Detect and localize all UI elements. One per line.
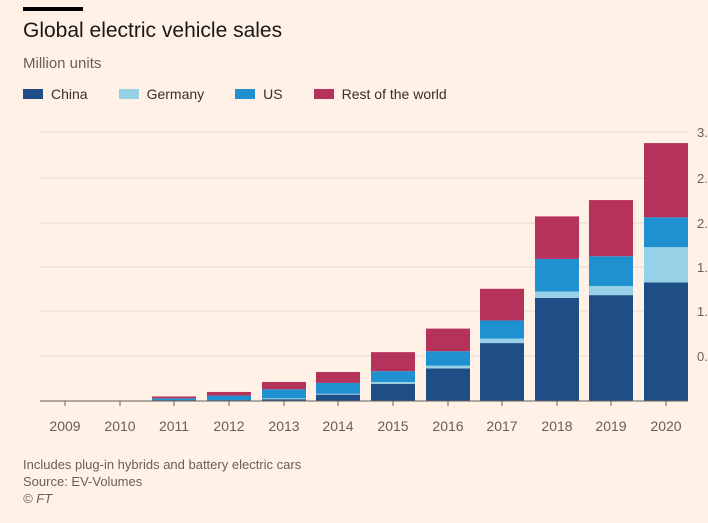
bar-segment-us-2013 — [262, 389, 306, 399]
y-tick-label: 2. — [697, 171, 708, 186]
legend-label-germany: Germany — [146, 86, 205, 102]
legend-swatch-china — [23, 89, 43, 99]
bar-segment-rest-of-the-world-2016 — [426, 328, 470, 352]
x-tick-label: 2009 — [49, 418, 80, 434]
bar-segment-germany-2017 — [480, 338, 524, 344]
bar-segment-us-2017 — [480, 320, 524, 339]
bar-segment-rest-of-the-world-2018 — [535, 216, 579, 259]
x-tick-label: 2016 — [432, 418, 463, 434]
bar-segment-china-2020 — [644, 282, 688, 401]
bar-segment-germany-2016 — [426, 365, 470, 369]
x-tick-label: 2019 — [595, 418, 626, 434]
x-tick-label: 2012 — [213, 418, 244, 434]
bar-segment-us-2016 — [426, 351, 470, 366]
bar-segment-china-2014 — [316, 394, 360, 401]
x-tick-label: 2018 — [541, 418, 572, 434]
x-tick-label: 2011 — [159, 418, 189, 434]
y-tick-label: 3. — [697, 125, 708, 140]
chart-footer: Includes plug-in hybrids and battery ele… — [23, 456, 301, 507]
bar-segment-rest-of-the-world-2019 — [589, 200, 633, 257]
bar-segment-rest-of-the-world-2015 — [371, 352, 415, 372]
y-tick-label: 2. — [697, 216, 708, 231]
bar-segment-germany-2020 — [644, 247, 688, 283]
legend-item-china: China — [23, 86, 88, 102]
legend-item-rest-of-world: Rest of the world — [313, 86, 447, 102]
footer-source: Source: EV-Volumes — [23, 474, 143, 489]
bar-segment-china-2017 — [480, 343, 524, 401]
bar-segment-rest-of-the-world-2014 — [316, 372, 360, 383]
bar-segment-us-2011 — [152, 398, 196, 401]
bar-segment-germany-2018 — [535, 291, 579, 298]
footer-note: Includes plug-in hybrids and battery ele… — [23, 457, 302, 472]
brand-bar — [23, 7, 83, 11]
bar-segment-rest-of-the-world-2020 — [644, 143, 688, 218]
x-tick-label: 2013 — [268, 418, 299, 434]
legend-swatch-us — [235, 89, 256, 99]
legend-label-us: US — [263, 86, 283, 102]
legend-swatch-rest-of-world — [313, 89, 334, 99]
bar-segment-us-2015 — [371, 371, 415, 382]
y-tick-label: 1. — [697, 304, 708, 319]
x-tick-label: 2010 — [104, 418, 135, 434]
y-tick-label: 1. — [697, 260, 708, 275]
x-tick-label: 2017 — [486, 418, 517, 434]
bar-segment-china-2015 — [371, 383, 415, 401]
bar-segment-germany-2013 — [262, 398, 306, 400]
y-tick-label: 0. — [697, 349, 708, 364]
chart-subtitle: Million units — [23, 55, 102, 72]
x-tick-label: 2014 — [322, 418, 353, 434]
legend-swatch-germany — [118, 89, 139, 99]
bar-segment-us-2020 — [644, 217, 688, 248]
bar-segment-us-2014 — [316, 382, 360, 394]
chart-title: Global electric vehicle sales — [23, 19, 283, 42]
legend-item-us: US — [235, 86, 283, 102]
bar-segment-rest-of-the-world-2013 — [262, 381, 306, 390]
bar-segment-us-2018 — [535, 258, 579, 292]
x-tick-label: 2020 — [650, 418, 681, 434]
legend-label-china: China — [51, 86, 88, 102]
bar-segment-germany-2015 — [371, 381, 415, 384]
bar-segment-china-2019 — [589, 295, 633, 401]
bar-segment-rest-of-the-world-2011 — [152, 396, 196, 399]
x-tick-label: 2015 — [377, 418, 408, 434]
bar-segment-germany-2014 — [316, 393, 360, 395]
bar-segment-china-2016 — [426, 368, 470, 401]
bar-segment-us-2019 — [589, 256, 633, 287]
footer-copyright: © FT — [23, 491, 53, 506]
bar-segment-rest-of-the-world-2012 — [207, 391, 251, 396]
legend-item-germany: Germany — [118, 86, 205, 102]
bar-segment-china-2018 — [535, 297, 579, 401]
bar-segment-rest-of-the-world-2017 — [480, 288, 524, 321]
bar-segment-germany-2019 — [589, 286, 633, 296]
bar-segment-china-2013 — [262, 399, 306, 401]
chart-legend: China Germany US Rest of the world — [23, 86, 478, 102]
legend-label-rest-of-world: Rest of the world — [341, 86, 447, 102]
bar-segment-us-2012 — [207, 395, 251, 401]
